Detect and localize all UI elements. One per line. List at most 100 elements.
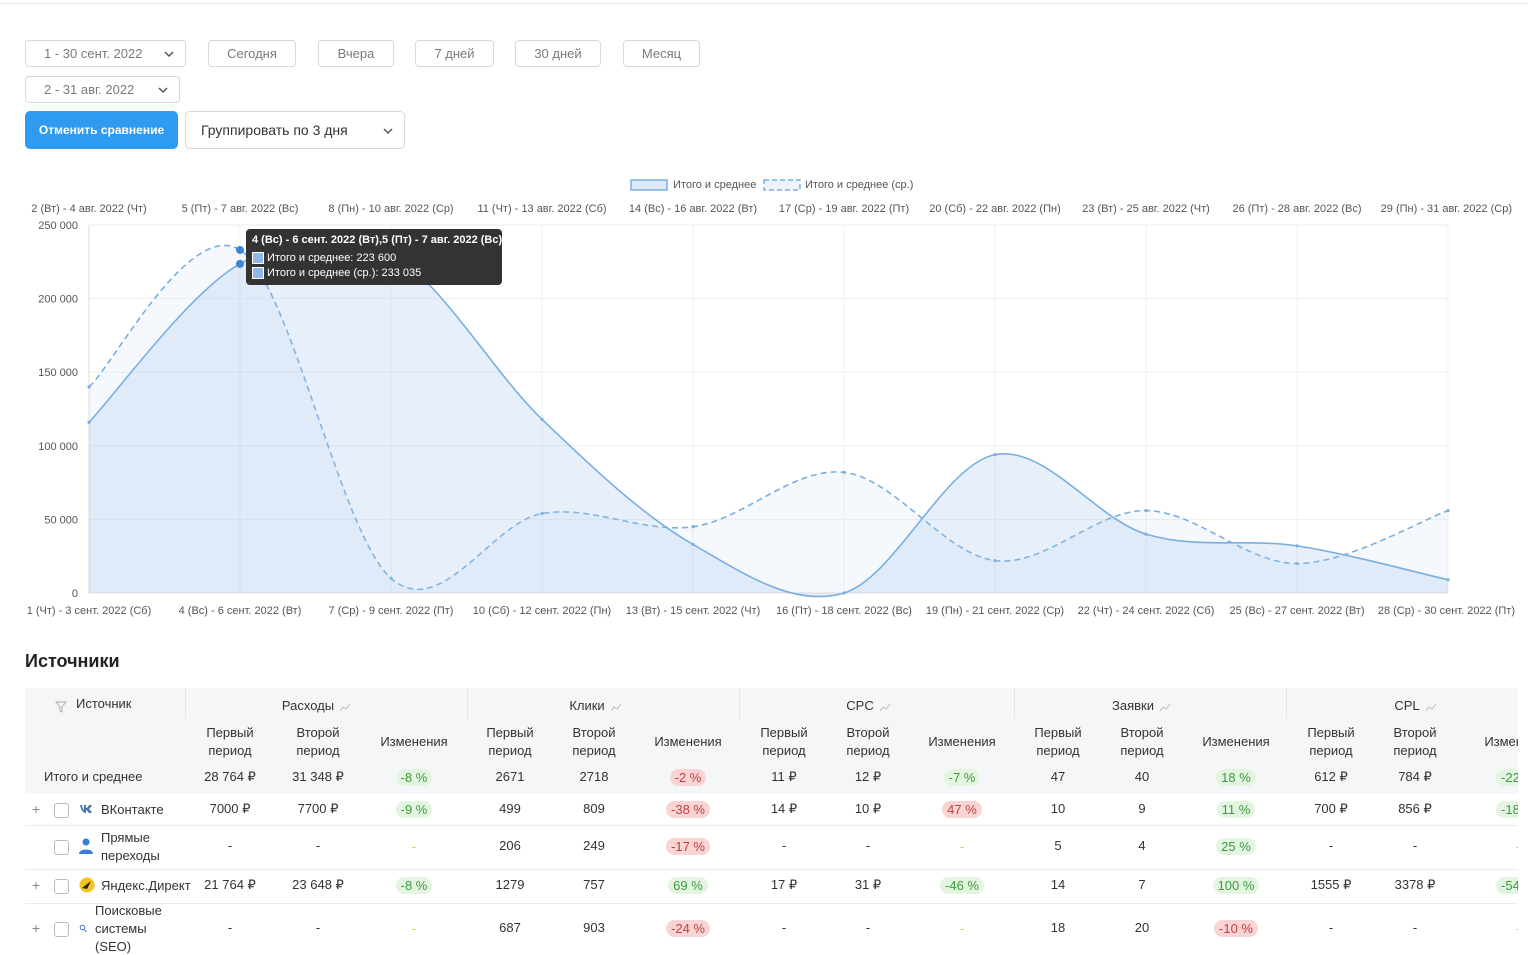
table-cell: -54 % xyxy=(1473,877,1518,894)
chevron-down-icon xyxy=(158,87,168,94)
sub-header-first[interactable]: Первый период xyxy=(1307,725,1355,758)
table-cell: 17 ₽ xyxy=(770,877,798,892)
quick-30days-button[interactable]: 30 дней xyxy=(515,40,601,67)
table-cell: - xyxy=(1412,920,1418,935)
sub-header-second[interactable]: Второй период xyxy=(572,725,616,758)
y-tick-label: 0 xyxy=(72,588,78,600)
expand-row-button[interactable]: + xyxy=(32,920,41,936)
sub-header-second[interactable]: Второй период xyxy=(1120,725,1164,758)
row-checkbox[interactable] xyxy=(54,802,69,818)
header-group-расходы[interactable]: Расходы xyxy=(246,698,386,713)
change-badge: -10 % xyxy=(1214,920,1258,937)
x-tick-label: 16 (Пт) - 18 сент. 2022 (Вс) xyxy=(776,605,912,617)
expand-row-button[interactable]: + xyxy=(32,800,41,817)
table-cell: - xyxy=(369,838,459,855)
source-name[interactable]: Яндекс.Директ xyxy=(101,878,191,893)
tooltip-swatch xyxy=(252,251,264,264)
header-group-заявки[interactable]: Заявки xyxy=(1071,698,1211,713)
row-checkbox[interactable] xyxy=(54,840,69,855)
sub-header-change[interactable]: Изменения xyxy=(928,734,996,749)
table-cell: 14 xyxy=(1050,877,1066,892)
quick-yesterday-button[interactable]: Вчера xyxy=(318,40,394,67)
table-cell: 23 648 ₽ xyxy=(292,877,344,892)
header-group-cpl[interactable]: CPL xyxy=(1345,698,1485,713)
series-area xyxy=(89,238,1448,597)
group-by-label: Группировать по 3 дня xyxy=(201,122,348,138)
sub-header-second[interactable]: Второй период xyxy=(1393,725,1437,758)
data-point xyxy=(87,385,91,389)
quick-month-button[interactable]: Месяц xyxy=(623,40,700,67)
data-point xyxy=(540,417,544,421)
table-cell: 31 ₽ xyxy=(854,877,882,892)
change-badge: -18 % xyxy=(1496,800,1518,818)
row-checkbox[interactable] xyxy=(54,879,69,894)
chart-toggle-icon[interactable] xyxy=(1425,703,1436,711)
change-badge: 100 % xyxy=(1212,877,1260,894)
source-name[interactable]: ВКонтакте xyxy=(101,801,164,817)
header-separator xyxy=(1014,688,1015,718)
total-cell: 47 xyxy=(1050,769,1066,784)
sub-header-change[interactable]: Изменения xyxy=(654,734,722,749)
x-tick-label: 7 (Ср) - 9 сент. 2022 (Пт) xyxy=(329,605,454,617)
sub-header-change[interactable]: Изменения xyxy=(1202,734,1270,749)
tooltip-line-1: Итого и среднее: 223 600 xyxy=(267,251,397,264)
chart-toggle-icon[interactable] xyxy=(610,703,621,711)
data-point xyxy=(389,576,393,580)
sub-header-first[interactable]: Первый период xyxy=(206,725,254,758)
search-icon xyxy=(79,920,87,938)
group-by-select[interactable]: Группировать по 3 дня xyxy=(185,111,405,149)
change-badge: -8 % xyxy=(395,769,433,786)
total-row-label: Итого и среднее xyxy=(44,769,143,784)
change-badge: - xyxy=(411,921,417,936)
compare-range-select[interactable]: 2 - 31 авг. 2022 xyxy=(25,76,180,103)
cancel-compare-button[interactable]: Отменить сравнение xyxy=(25,111,178,149)
y-tick-label: 50 000 xyxy=(44,514,78,526)
data-point xyxy=(87,420,91,424)
chart-toggle-icon[interactable] xyxy=(879,703,890,711)
top-divider xyxy=(0,3,1528,4)
sub-header-change[interactable]: Изменения xyxy=(380,734,448,749)
hover-point xyxy=(236,259,244,268)
chart-toggle-icon[interactable] xyxy=(340,703,351,711)
date-range-select[interactable]: 1 - 30 сент. 2022 xyxy=(25,40,186,67)
total-cell: 12 ₽ xyxy=(854,769,882,784)
source-column-header[interactable]: Источник xyxy=(76,696,132,711)
filter-icon[interactable] xyxy=(54,697,68,715)
change-badge: - xyxy=(411,839,417,854)
table-cell: - xyxy=(1473,838,1518,855)
total-cell: -8 % xyxy=(369,769,459,786)
y-tick-label: 150 000 xyxy=(38,367,78,379)
table-cell: -9 % xyxy=(369,800,459,818)
chart-tooltip: 4 (Вс) - 6 сент. 2022 (Вт),5 (Пт) - 7 ав… xyxy=(246,229,502,285)
legend-swatch-compare xyxy=(763,179,801,191)
change-badge: -38 % xyxy=(666,800,710,818)
table-cell: 903 xyxy=(583,920,605,935)
header-group-cpc[interactable]: CPC xyxy=(798,698,938,713)
header-group-клики[interactable]: Клики xyxy=(525,698,665,713)
table-cell: 47 % xyxy=(917,800,1007,818)
tooltip-swatch xyxy=(252,266,264,279)
header-group-label: CPL xyxy=(1394,698,1420,713)
source-name[interactable]: Прямые переходы xyxy=(101,830,160,863)
expand-row-button[interactable]: + xyxy=(32,877,41,893)
row-checkbox[interactable] xyxy=(54,922,69,937)
quick-today-button[interactable]: Сегодня xyxy=(208,40,296,67)
sub-header-first[interactable]: Первый период xyxy=(1034,725,1082,758)
sub-header-first[interactable]: Первый период xyxy=(760,725,808,758)
row-divider xyxy=(25,869,1518,870)
quick-7days-button[interactable]: 7 дней xyxy=(415,40,494,67)
table-cell: 20 xyxy=(1134,920,1150,935)
table-cell: 809 xyxy=(583,800,605,816)
sub-header-first[interactable]: Первый период xyxy=(486,725,534,758)
x-top-tick-label: 2 (Вт) - 4 авг. 2022 (Чт) xyxy=(31,203,146,215)
sub-header-second[interactable]: Второй период xyxy=(846,725,890,758)
table-header xyxy=(25,688,1518,794)
date-range-label: 1 - 30 сент. 2022 xyxy=(44,46,143,61)
source-name[interactable]: Поисковые системы (SEO) xyxy=(95,903,162,954)
table-cell: 9 xyxy=(1138,800,1146,816)
legend-swatch-main xyxy=(630,179,668,191)
sub-header-change[interactable]: Изменения xyxy=(1484,734,1518,749)
table-cell: -18 % xyxy=(1473,800,1518,818)
sub-header-second[interactable]: Второй период xyxy=(296,725,340,758)
chart-toggle-icon[interactable] xyxy=(1159,703,1170,711)
